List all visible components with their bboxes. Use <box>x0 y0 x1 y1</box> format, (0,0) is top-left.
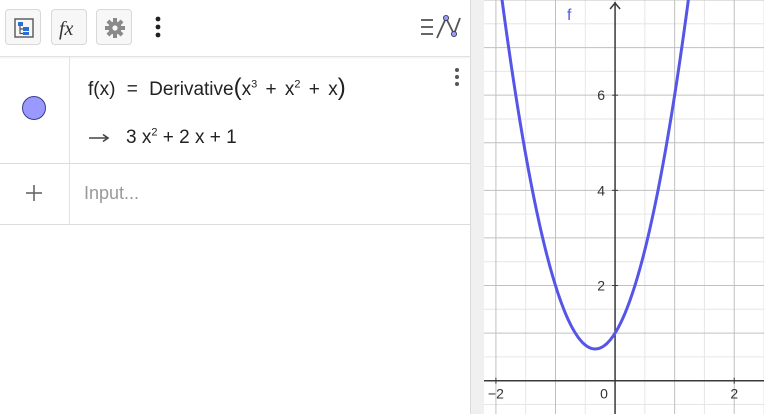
algebra-input-row <box>0 164 470 225</box>
def-equals: = <box>126 79 138 100</box>
function-curve-f[interactable] <box>497 0 693 351</box>
def-plus1: + <box>265 79 277 100</box>
x-tick-label: 2 <box>730 386 738 402</box>
kebab-icon <box>455 68 459 86</box>
def-term3: x <box>328 79 338 100</box>
algebra-panel: fx <box>0 0 470 225</box>
y-tick-label: 2 <box>597 278 605 294</box>
y-axis-arrow-icon <box>609 1 621 10</box>
plus-icon[interactable] <box>23 182 45 204</box>
tree-icon <box>14 18 34 38</box>
graphing-icon <box>421 15 461 39</box>
def-term2-exp: 2 <box>294 78 301 91</box>
def-command: Derivative <box>149 79 234 100</box>
graph-canvas[interactable]: −2 0 2 2 4 6 f <box>484 0 764 414</box>
algebra-input[interactable] <box>84 180 454 206</box>
fx-label: fx <box>59 18 74 40</box>
x-tick-label: 0 <box>600 386 608 402</box>
settings-button[interactable] <box>96 9 132 45</box>
algebra-toolbar: fx <box>0 0 470 57</box>
graphics-view[interactable]: −2 0 2 2 4 6 f <box>484 0 764 414</box>
y-tick-label: 4 <box>597 182 605 198</box>
panel-splitter[interactable] <box>470 0 484 414</box>
def-term2-base: x <box>284 79 295 100</box>
definition-text[interactable]: f(x) = Derivative(x3 + x2 + x) <box>88 76 346 101</box>
graphing-view-toggle[interactable] <box>418 12 464 44</box>
def-close-paren: ) <box>337 74 346 101</box>
item-menu-button[interactable] <box>450 65 464 91</box>
item-gutter <box>0 164 70 224</box>
more-menu-button[interactable] <box>146 9 170 45</box>
out-coef1: 3 x <box>126 127 152 148</box>
algebra-item-f[interactable]: f(x) = Derivative(x3 + x2 + x) 3 x2 + 2 … <box>0 57 470 164</box>
def-plus2: + <box>308 79 320 100</box>
x-tick-label: −2 <box>488 386 504 402</box>
gear-icon <box>105 18 125 38</box>
item-gutter <box>0 57 70 163</box>
def-open-paren: ( <box>233 74 242 101</box>
def-term1-base: x <box>241 79 252 100</box>
visibility-toggle[interactable] <box>22 96 46 120</box>
fx-button[interactable]: fx <box>51 9 87 45</box>
output-arrow-icon <box>89 133 110 143</box>
output-text: 3 x2 + 2 x + 1 <box>88 127 237 149</box>
algebra-description-button[interactable] <box>5 9 41 45</box>
out-rest: + 2 x + 1 <box>162 127 237 148</box>
def-lhs: f(x) <box>88 79 116 100</box>
y-tick-label: 6 <box>597 87 605 103</box>
curve-label-f[interactable]: f <box>567 7 572 24</box>
def-term1-exp: 3 <box>251 78 258 91</box>
fx-icon: fx <box>59 18 74 40</box>
kebab-icon <box>155 16 161 38</box>
out-exp1: 2 <box>151 126 158 139</box>
